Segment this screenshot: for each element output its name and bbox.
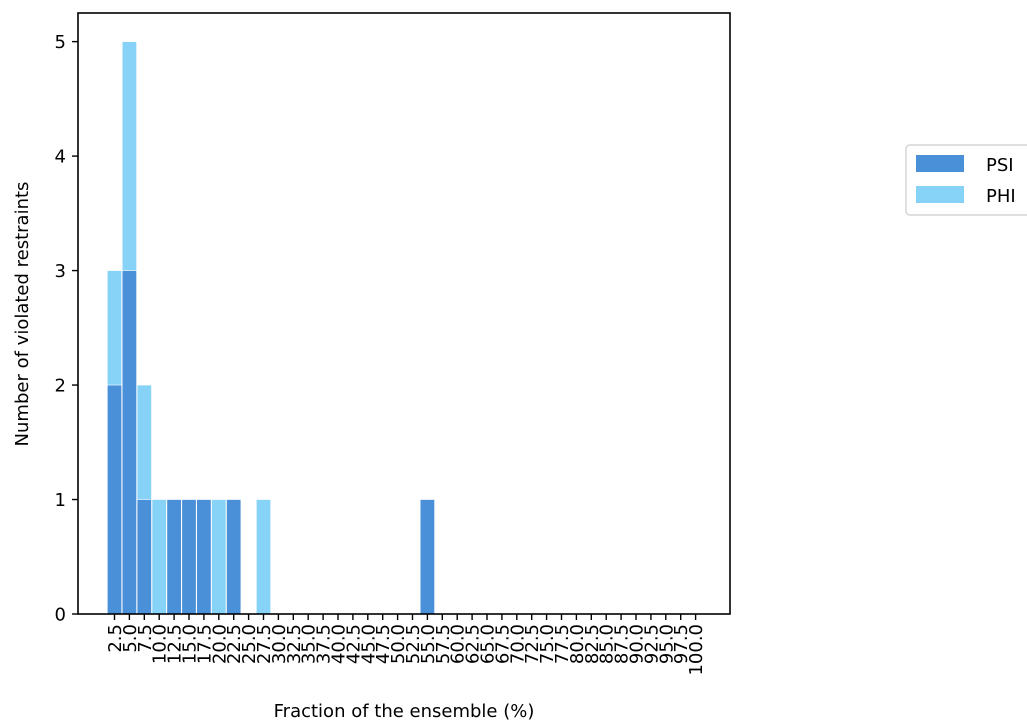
x-tick-label: 15.0	[180, 624, 201, 664]
x-tick-label: 97.5	[671, 624, 692, 664]
psi-bars	[107, 270, 435, 615]
x-tick-label: 60.0	[448, 624, 469, 664]
x-tick-label: 65.0	[478, 624, 499, 664]
x-tick-label: 50.0	[388, 624, 409, 664]
x-tick-label: 27.5	[254, 624, 275, 664]
x-tick-label: 72.5	[522, 624, 543, 664]
x-tick-label: 5.0	[120, 624, 141, 653]
legend-swatch-phi	[916, 186, 964, 203]
x-tick-label: 70.0	[507, 624, 528, 664]
x-tick-label: 55.0	[418, 624, 439, 664]
x-tick-label: 80.0	[567, 624, 588, 664]
x-tick-label: 47.5	[373, 624, 394, 664]
bar-psi	[196, 499, 212, 615]
bar-psi	[107, 384, 123, 615]
x-tick-label: 25.0	[239, 624, 260, 664]
x-tick-label: 77.5	[552, 624, 573, 664]
x-tick-label: 17.5	[194, 624, 215, 664]
legend-label-psi: PSI	[986, 155, 1014, 176]
y-tick-label: 5	[55, 32, 66, 53]
y-axis: 0 1 2 3 4 5	[55, 32, 78, 626]
y-tick-label: 2	[55, 376, 66, 397]
x-tick-label: 45.0	[358, 624, 379, 664]
y-tick-label: 1	[55, 490, 66, 511]
x-tick-label: 90.0	[627, 624, 648, 664]
bar-psi	[121, 270, 137, 615]
x-tick-label: 22.5	[224, 624, 245, 664]
x-tick-label: 95.0	[656, 624, 677, 664]
x-tick-label: 40.0	[329, 624, 350, 664]
bar-phi	[211, 499, 227, 615]
x-axis: 2.55.07.510.012.515.017.520.022.525.027.…	[105, 614, 707, 676]
legend: PSI PHI	[905, 144, 1027, 216]
x-tick-label: 52.5	[403, 624, 424, 664]
legend-label-phi: PHI	[986, 186, 1016, 207]
legend-swatch-psi	[916, 155, 964, 172]
x-tick-label: 92.5	[641, 624, 662, 664]
x-tick-label: 67.5	[492, 624, 513, 664]
x-tick-label: 85.0	[597, 624, 618, 664]
x-tick-label: 12.5	[165, 624, 186, 664]
y-tick-label: 0	[55, 605, 66, 626]
bar-psi	[226, 499, 242, 615]
x-tick-label: 100.0	[686, 624, 707, 676]
x-tick-label: 62.5	[463, 624, 484, 664]
y-axis-label: Number of violated restraints	[12, 182, 33, 447]
y-tick-label: 4	[55, 147, 66, 168]
x-tick-label: 2.5	[105, 624, 126, 653]
x-tick-label: 32.5	[284, 624, 305, 664]
x-tick-label: 10.0	[150, 624, 171, 664]
bar-psi	[166, 499, 182, 615]
x-axis-label: Fraction of the ensemble (%)	[274, 701, 535, 722]
bar-phi	[151, 499, 167, 615]
x-tick-label: 42.5	[343, 624, 364, 664]
bar-phi	[255, 499, 271, 615]
bar-psi	[181, 499, 197, 615]
x-tick-label: 75.0	[537, 624, 558, 664]
x-tick-label: 57.5	[433, 624, 454, 664]
x-tick-label: 37.5	[314, 624, 335, 664]
x-tick-label: 7.5	[135, 624, 156, 653]
x-tick-label: 87.5	[612, 624, 633, 664]
x-tick-label: 30.0	[269, 624, 290, 664]
x-tick-label: 20.0	[209, 624, 230, 664]
x-tick-label: 82.5	[582, 624, 603, 664]
x-tick-label: 35.0	[299, 624, 320, 664]
bar-psi	[419, 499, 435, 615]
bar-psi	[136, 499, 152, 615]
plot-frame	[77, 12, 731, 615]
y-tick-label: 3	[55, 261, 66, 282]
